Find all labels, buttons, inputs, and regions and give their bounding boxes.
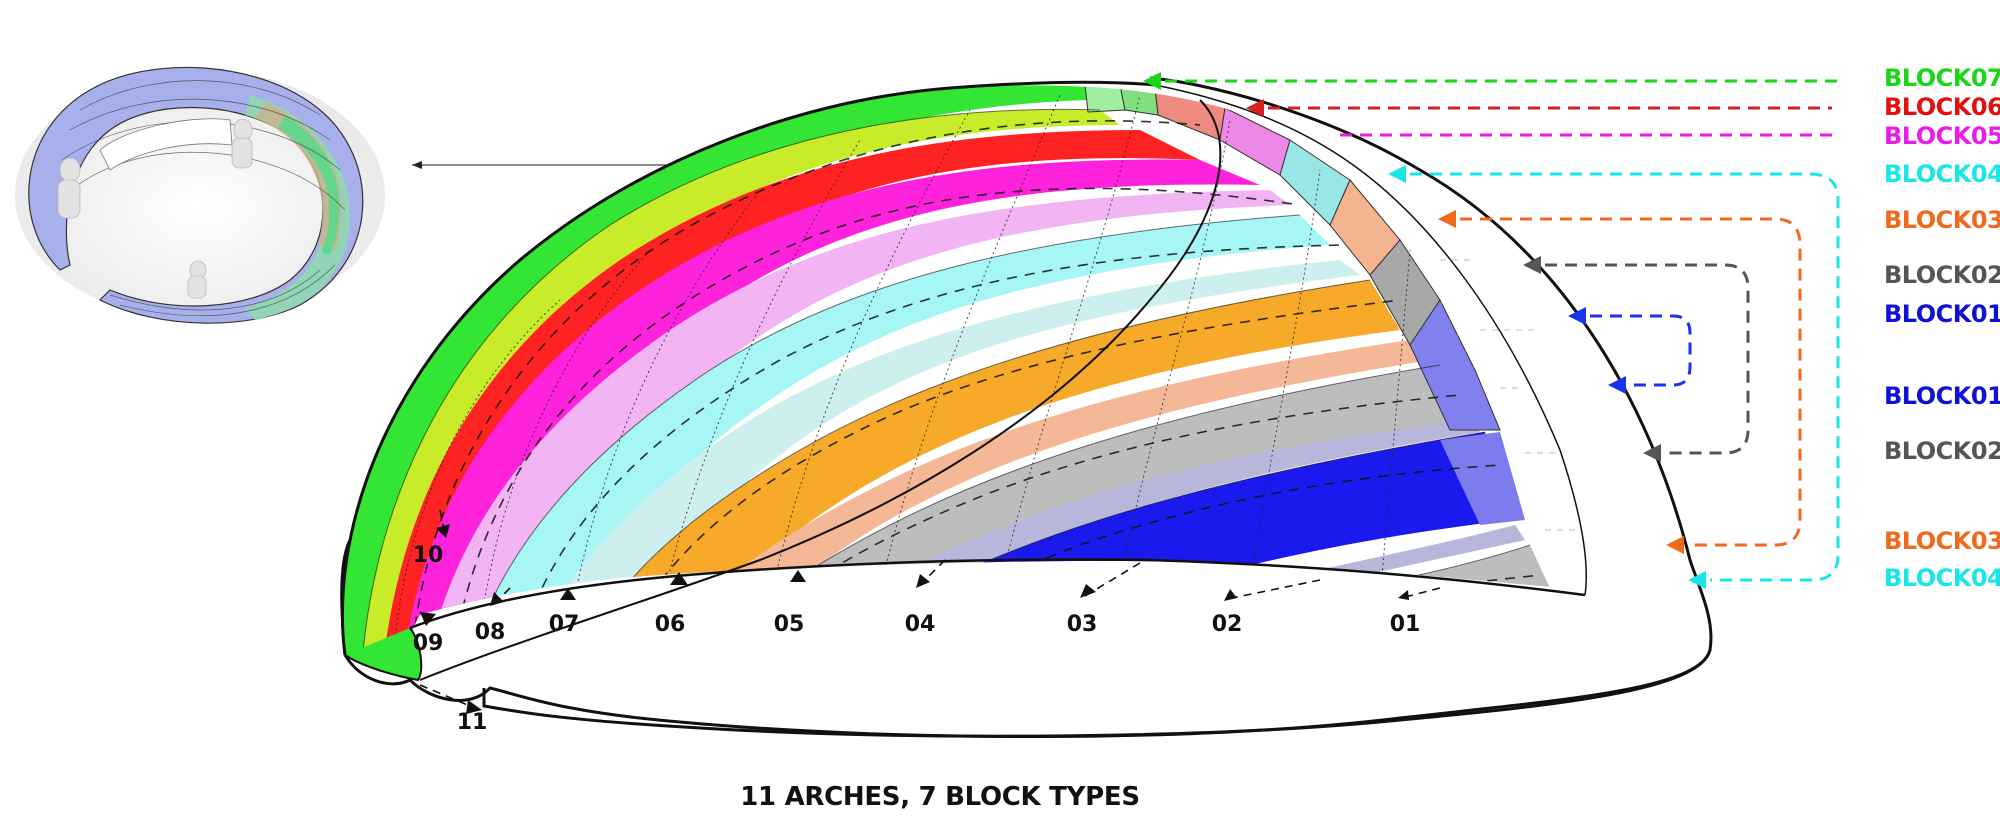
figure-caption: 11 ARCHES, 7 BLOCK TYPES [0,782,2000,812]
legend-block01-lower: BLOCK01 [1884,382,2000,410]
arch-label-11: 11 [456,710,488,735]
legend-block02-lower: BLOCK02 [1884,437,2000,465]
legend-block05: BLOCK05 [1884,122,2000,150]
pavilion-thumbnail-render [15,66,385,324]
legend-block01-upper: BLOCK01 [1884,300,2000,328]
legend-block03-upper: BLOCK03 [1884,206,2000,234]
legend-block04-upper: BLOCK04 [1884,160,2000,188]
arch-label-02: 02 [1211,612,1243,637]
legend-block03-lower: BLOCK03 [1884,527,2000,555]
arch-label-09: 09 [412,631,444,656]
arch-label-01: 01 [1389,612,1421,637]
legend-block06: BLOCK06 [1884,93,2000,121]
arch-label-03: 03 [1066,612,1098,637]
figure-caption-text: 11 ARCHES, 7 BLOCK TYPES [740,782,1140,812]
arch-base-edge [409,558,1586,630]
arch-label-04: 04 [904,612,936,637]
arch-label-08: 08 [474,620,506,645]
legend-block02-upper: BLOCK02 [1884,261,2000,289]
legend-block07: BLOCK07 [1884,64,2000,92]
arch-label-07: 07 [548,612,580,637]
arch-label-06: 06 [654,612,686,637]
legend-block04-lower: BLOCK04 [1884,564,2000,592]
legend-arrows [1165,79,1840,582]
arch-label-05: 05 [773,612,805,637]
arch-label-10: 10 [412,543,444,568]
